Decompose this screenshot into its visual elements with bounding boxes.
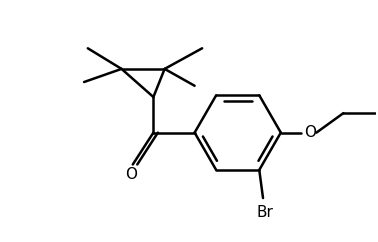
Text: O: O	[125, 167, 137, 182]
Text: O: O	[304, 125, 316, 140]
Text: Br: Br	[256, 205, 273, 220]
